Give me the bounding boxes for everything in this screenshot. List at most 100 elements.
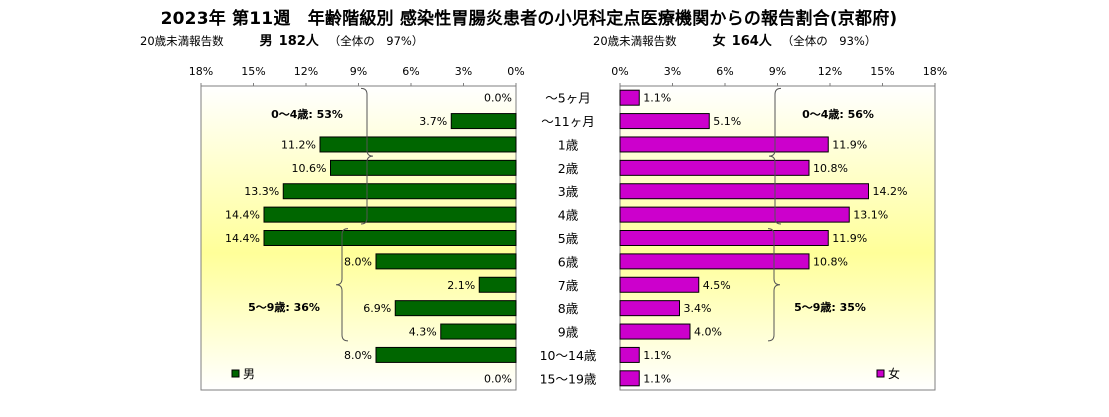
female-x-tick-label: 9% [769,65,786,78]
female-bar [619,300,680,317]
female-bar [619,323,691,340]
female-data-label: 13.1% [853,209,888,222]
category-label: 7歳 [558,278,579,293]
category-label: 1歳 [558,137,579,152]
male-data-label: 11.2% [281,138,316,151]
female-bar [619,206,850,223]
male-brace-5-9 [335,228,349,342]
male-data-label: 6.9% [363,302,391,315]
female-data-label: 4.0% [694,326,722,339]
female-bar [619,113,710,130]
female-count: 164人 [731,34,772,49]
female-data-label: 14.2% [873,185,908,198]
female-data-label: 11.9% [832,232,867,245]
female-under20-label: 20歳未満報告数 [593,34,677,48]
female-bar [619,136,829,153]
male-data-label: 0.0% [484,372,512,385]
category-label: 10～14歳 [540,348,597,363]
female-data-label: 1.1% [643,92,671,105]
category-label: 15～19歳 [540,371,597,386]
female-x-tick-label: 6% [716,65,733,78]
female-x-tick-label: 0% [611,65,628,78]
female-bar [619,230,829,246]
female-bar [619,253,810,270]
male-x-tick-label: 12% [294,65,318,78]
female-legend-swatch [876,369,885,378]
female-brace-5-9 [767,228,781,342]
female-total-share: （全体の 93%） [781,34,877,48]
male-data-label: 4.3% [409,326,437,339]
male-annotation-0-4: 0～4歳: 53% [271,107,343,121]
male-bar [330,159,517,176]
female-x-tick-label: 18% [923,65,947,78]
female-data-label: 10.8% [813,162,848,175]
female-data-label: 5.1% [713,115,741,128]
female-bar [619,159,810,176]
male-x-tick-label: 0% [507,65,524,78]
female-bar [619,370,640,387]
male-x-tick-label: 9% [350,65,367,78]
male-bar [478,276,517,293]
male-data-label: 8.0% [344,349,372,362]
female-x-tick-label: 3% [664,65,681,78]
category-label: 8歳 [558,301,579,316]
female-data-label: 11.9% [832,138,867,151]
female-data-label: 1.1% [643,349,671,362]
male-bar [375,346,517,363]
female-sex-label: 女 [712,34,726,49]
male-data-label: 13.3% [244,185,279,198]
male-count: 182人 [278,34,319,49]
male-x-tick-label: 3% [455,65,472,78]
female-data-label: 1.1% [643,372,671,385]
category-label: 9歳 [558,325,579,340]
male-brace-0-4 [360,87,374,225]
category-label: 6歳 [558,254,579,269]
male-x-tick-label: 15% [241,65,265,78]
female-bar [619,346,640,363]
male-legend-swatch [231,369,240,378]
male-data-label: 3.7% [419,115,447,128]
female-bar [619,89,640,106]
female-brace-0-4 [768,87,782,225]
male-x-tick-label: 18% [189,65,213,78]
category-label: ～11ヶ月 [541,114,594,129]
female-x-tick-label: 15% [870,65,894,78]
male-summary: 20歳未満報告数 男 182人 （全体の 97%） [140,30,423,49]
male-bar [263,206,517,223]
female-annotation-5-9: 5～9歳: 35% [794,300,866,314]
male-annotation-5-9: 5～9歳: 36% [248,300,320,314]
category-label: ～5ヶ月 [545,91,590,106]
male-bar [450,113,517,130]
male-data-label: 0.0% [484,92,512,105]
male-bar [394,300,517,317]
male-bar [282,183,517,200]
chart-title: 2023年 第11週 年齢階級別 感染性胃腸炎患者の小児科定点医療機関からの報告… [160,9,898,29]
female-x-tick-label: 12% [818,65,842,78]
male-data-label: 2.1% [447,279,475,292]
male-sex-label: 男 [259,34,273,49]
category-label: 3歳 [558,184,579,199]
male-bar [375,253,517,270]
female-annotation-0-4: 0～4歳: 56% [802,107,874,121]
male-bar [263,230,517,246]
male-bar [319,136,517,153]
female-summary: 20歳未満報告数 女 164人 （全体の 93%） [593,30,876,49]
category-label: 4歳 [558,208,579,223]
male-data-label: 14.4% [225,209,260,222]
female-data-label: 10.8% [813,255,848,268]
male-total-share: （全体の 97%） [328,34,424,48]
female-data-label: 4.5% [703,279,731,292]
male-data-label: 14.4% [225,232,260,245]
male-under20-label: 20歳未満報告数 [140,34,224,48]
female-bar [619,276,700,293]
male-x-tick-label: 6% [402,65,419,78]
category-label: 2歳 [558,161,579,176]
male-bar [440,323,517,340]
male-data-label: 10.6% [292,162,327,175]
male-legend-label: 男 [243,367,255,381]
female-data-label: 3.4% [684,302,712,315]
category-label: 5歳 [558,231,579,246]
male-data-label: 8.0% [344,255,372,268]
female-legend-label: 女 [888,366,900,381]
